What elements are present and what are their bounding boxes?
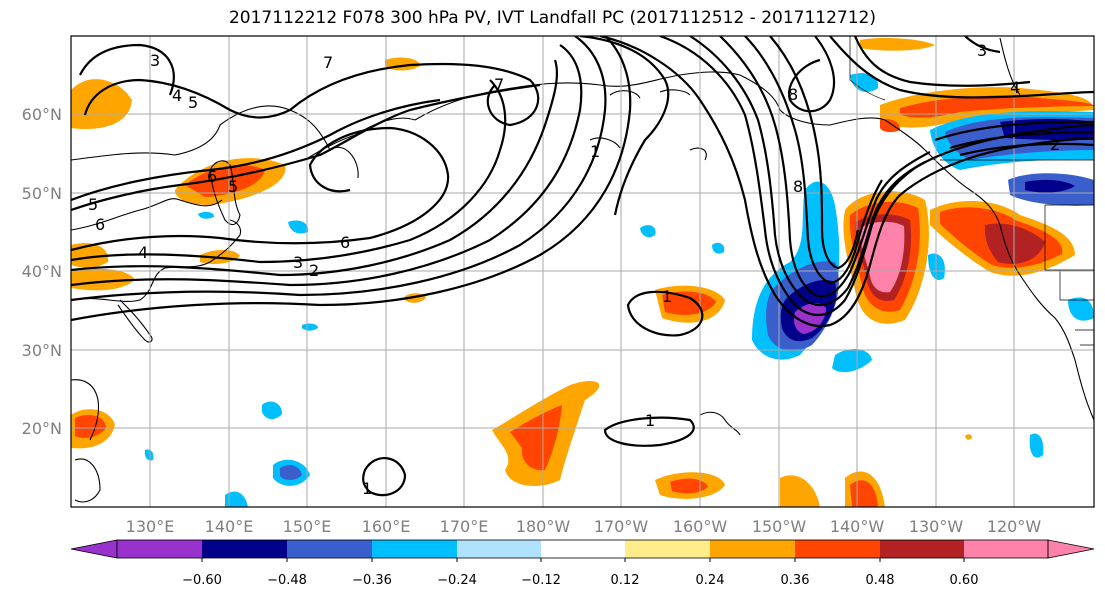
lon-label: 120°W <box>987 517 1042 536</box>
colorbar-segment <box>625 540 710 558</box>
contour-label: 3 <box>293 253 303 272</box>
contour-label: 7 <box>323 53 333 72</box>
contour-label: 5 <box>188 93 198 112</box>
lon-label: 160°E <box>362 517 411 536</box>
contour-label: 6 <box>340 233 350 252</box>
colorbar-tick-label: 0.24 <box>696 573 725 588</box>
lat-label: 20°N <box>22 419 62 438</box>
contour-label: 8 <box>788 85 798 104</box>
lon-label: 170°E <box>440 517 489 536</box>
lon-label: 130°W <box>909 517 964 536</box>
lon-label: 170°W <box>594 517 649 536</box>
ivt-shading <box>71 37 1094 507</box>
contour-label: 2 <box>309 261 319 280</box>
contour-label: 5 <box>228 177 238 196</box>
colorbar-segment <box>964 540 1048 558</box>
colorbar-extend-high <box>1047 539 1095 559</box>
contour-label: 8 <box>793 177 803 196</box>
colorbar-segment <box>202 540 287 558</box>
colorbar: −0.60 −0.48 −0.36 −0.24 −0.12 0.12 0.24 … <box>70 539 1095 588</box>
colorbar-extend-low <box>70 539 118 559</box>
contour-label: 6 <box>95 215 105 234</box>
lon-label: 150°W <box>752 517 807 536</box>
colorbar-tick-label: 0.60 <box>950 573 979 588</box>
contour-label: 1 <box>362 479 372 498</box>
colorbar-tick-label: 0.48 <box>866 573 895 588</box>
contour-label: 4 <box>138 243 148 262</box>
lat-label: 30°N <box>22 341 62 360</box>
colorbar-tick-label: 0.36 <box>781 573 810 588</box>
colorbar-segment <box>710 540 795 558</box>
lat-label: 60°N <box>22 105 62 124</box>
lon-label: 160°W <box>673 517 728 536</box>
lat-label: 50°N <box>22 184 62 203</box>
contour-label: 4 <box>172 86 182 105</box>
lon-label: 130°E <box>126 517 175 536</box>
pv-contours <box>71 36 1094 497</box>
colorbar-segment <box>795 540 880 558</box>
colorbar-segment <box>117 540 202 558</box>
lon-label: 140°E <box>205 517 254 536</box>
lon-label: 150°E <box>283 517 332 536</box>
lon-label: 180°W <box>516 517 571 536</box>
contour-labels: 3 4 5 7 5 6 5 6 4 3 2 6 7 1 8 8 3 4 2 1 … <box>88 41 1060 498</box>
contour-label: 1 <box>590 142 600 161</box>
contour-label: 1 <box>645 411 655 430</box>
map-panel: 3 4 5 7 5 6 5 6 4 3 2 6 7 1 8 8 3 4 2 1 … <box>71 36 1094 507</box>
page-title: 2017112212 F078 300 hPa PV, IVT Landfall… <box>228 8 876 28</box>
colorbar-segment <box>372 540 457 558</box>
latitude-labels: 20°N 30°N 40°N 50°N 60°N <box>22 105 62 438</box>
map-frame <box>70 35 1095 508</box>
colorbar-tick-label: −0.48 <box>267 573 307 588</box>
contour-label: 3 <box>150 51 160 70</box>
contour-label: 2 <box>1050 135 1060 154</box>
contour-label: 4 <box>1010 78 1020 97</box>
contour-label: 7 <box>494 75 504 94</box>
colorbar-tick-label: 0.12 <box>611 573 640 588</box>
colorbar-tick-label: −0.36 <box>352 573 392 588</box>
contour-label: 6 <box>207 167 217 186</box>
colorbar-segment <box>457 540 541 558</box>
colorbar-tick-label: −0.12 <box>521 573 561 588</box>
contour-label: 5 <box>88 195 98 214</box>
colorbar-segment <box>880 540 964 558</box>
longitude-labels: 130°E 140°E 150°E 160°E 170°E 180°W 170°… <box>126 517 1042 536</box>
lon-label: 140°W <box>830 517 885 536</box>
lat-label: 40°N <box>22 262 62 281</box>
contour-label: 1 <box>662 287 672 306</box>
colorbar-segment <box>541 540 625 558</box>
colorbar-segment <box>287 540 372 558</box>
contour-label: 3 <box>977 41 987 60</box>
colorbar-tick-label: −0.24 <box>437 573 477 588</box>
colorbar-tick-label: −0.60 <box>182 573 222 588</box>
